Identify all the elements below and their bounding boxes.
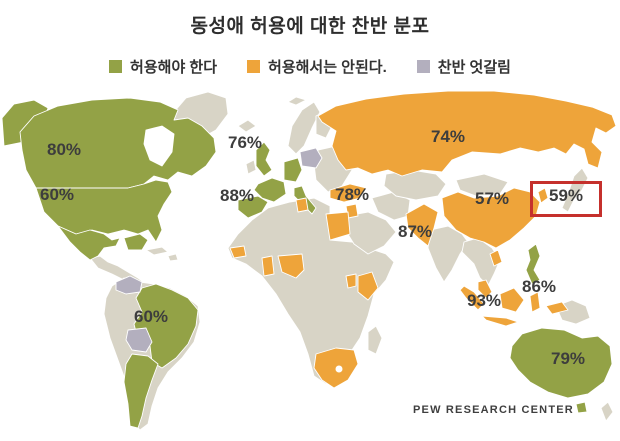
legend-swatch-allow-icon [109,60,123,73]
country-poland [299,147,323,169]
region-sulawesi [529,291,541,313]
country-mexico [57,225,121,261]
country-france [253,177,287,203]
pct-label-china: 57% [474,189,510,208]
legend-item-allow: 허용해야 한다 [109,56,217,77]
attribution-text: PEW RESEARCH CENTER [413,404,574,416]
country-nigeria [277,253,305,279]
country-pakistan [405,203,439,247]
country-hispaniola [167,253,179,262]
country-germany [283,157,303,183]
pct-label-canada: 80% [46,140,82,159]
pct-label-brazil: 60% [133,307,169,326]
country-japan [561,167,589,213]
pct-label-uk: 76% [227,133,263,152]
country-svalbard [287,96,307,106]
country-vietnam-cambodia [489,249,503,267]
pct-label-indonesia: 86% [521,277,557,296]
country-australia [509,327,613,399]
region-yucatan [123,233,149,251]
country-senegal [229,245,247,259]
page-title: 동성애 허용에 대한 찬반 분포 [190,16,430,37]
legend-label-mixed: 찬반 엇갈림 [437,59,511,76]
country-spain [237,195,269,219]
country-iceland [237,119,257,133]
pct-label-pakistan: 87% [397,222,433,241]
country-argentina-chile [123,353,159,429]
pct-label-russia: 74% [430,127,466,146]
region-scandinavia [287,101,321,155]
country-new-zealand [600,401,614,422]
legend: 허용해야 한다 허용해서는 안된다. 찬반 엇갈림 [0,56,620,77]
region-borneo [499,287,525,313]
country-tunisia [295,197,309,213]
highlight-box-south-korea [530,181,602,217]
legend-swatch-mixed-icon [416,60,430,73]
country-china [441,187,541,249]
country-russia [317,90,617,177]
pct-label-spain: 88% [219,186,255,205]
country-ireland [245,159,257,175]
country-south-korea [537,187,549,204]
legend-label-disallow: 허용해서는 안된다. [268,59,387,76]
region-moluccas [545,301,569,315]
region-lesotho [335,365,343,373]
country-india [427,225,469,283]
country-kenya [357,271,379,301]
country-philippines [525,243,541,285]
country-egypt [325,211,351,241]
legend-item-mixed: 찬반 엇갈림 [416,56,511,77]
country-cuba [145,246,169,256]
country-uk [255,141,273,177]
country-kazakhstan [383,169,447,201]
country-bolivia [125,327,153,353]
legend-swatch-disallow-icon [247,60,261,73]
pct-label-turkey: 78% [334,185,370,204]
country-uganda [345,273,357,289]
country-madagascar [367,325,383,355]
country-mongolia [455,173,509,197]
hudson-bay [143,125,175,167]
legend-item-disallow: 허용해서는 안된다. [247,56,387,77]
country-brazil [133,283,199,369]
country-ghana [261,255,275,277]
region-tasmania [575,401,588,414]
pct-label-australia: 79% [550,349,586,368]
country-turkey [329,183,367,203]
region-java [481,315,519,327]
pct-label-south-korea: 59% [548,186,584,205]
country-malaysia [477,279,493,299]
pct-label-usa: 60% [39,185,75,204]
legend-label-allow: 허용해야 한다 [130,59,218,76]
region-sumatra [459,285,485,311]
country-venezuela [115,275,143,295]
pct-label-malaysia: 93% [466,291,502,310]
